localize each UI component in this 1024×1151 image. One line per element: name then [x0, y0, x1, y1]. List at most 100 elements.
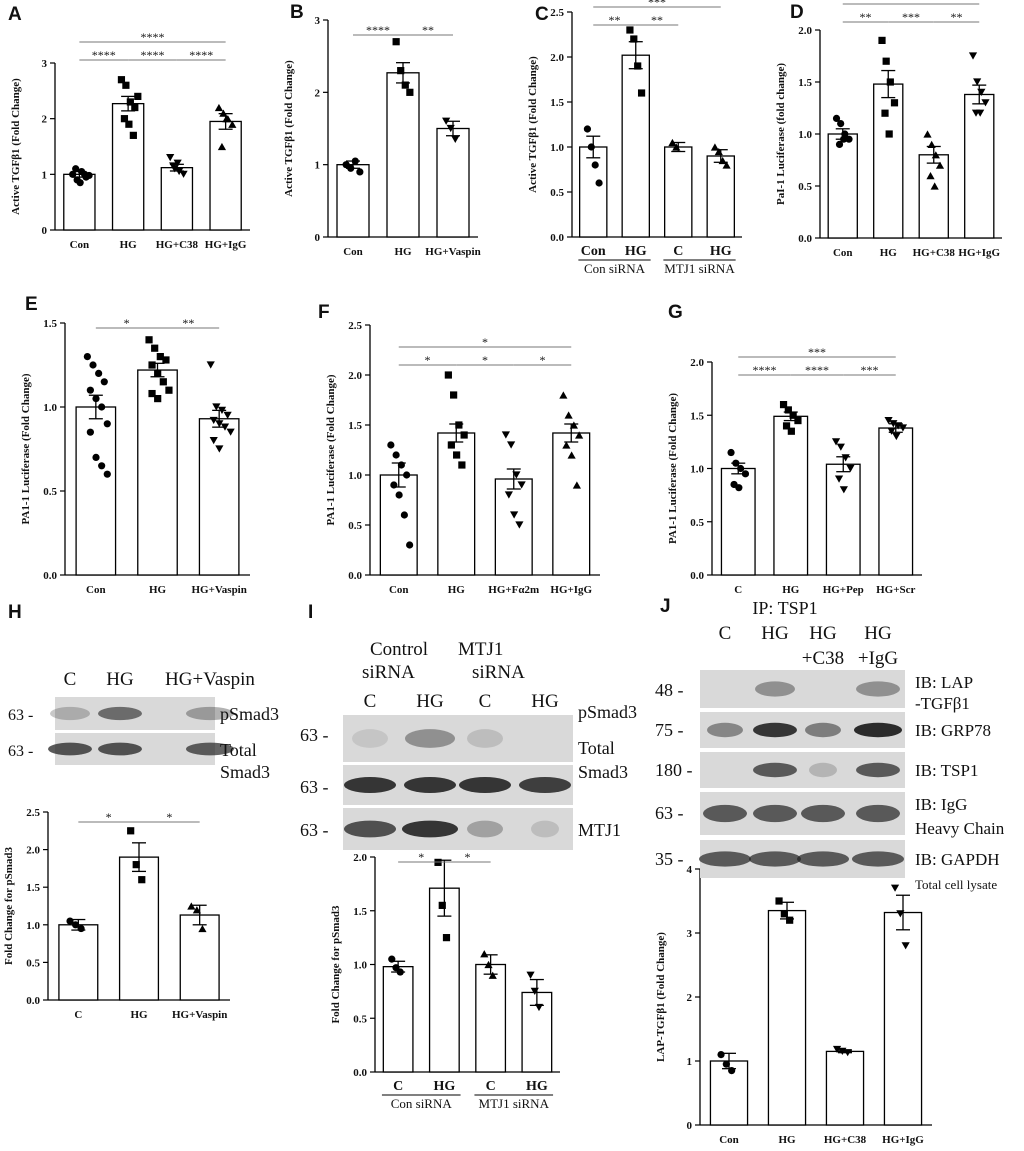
data-point [72, 165, 80, 173]
blot-band [48, 742, 92, 756]
data-point [845, 135, 853, 143]
y-tick-label: 2.0 [26, 845, 40, 857]
data-point [782, 422, 791, 430]
data-point [901, 942, 910, 950]
x-tick-label: C [486, 1079, 496, 1094]
data-point [898, 424, 908, 432]
data-point [727, 448, 735, 457]
y-tick-label: 2.5 [26, 807, 40, 819]
data-point [710, 143, 720, 151]
y-tick-label: 1.5 [550, 97, 564, 109]
data-point [595, 179, 603, 187]
data-point [890, 99, 899, 107]
data-point [83, 353, 91, 361]
y-tick-label: 1.0 [43, 402, 57, 414]
data-point [138, 876, 146, 884]
data-point [881, 109, 889, 117]
lane-label: C [479, 691, 492, 712]
data-point [976, 109, 985, 117]
x-tick-label: HG [880, 247, 898, 259]
x-tick-label: HG [526, 1079, 548, 1094]
y-tick-label: 2.0 [798, 25, 812, 37]
lane-label: HG [809, 623, 837, 644]
lane-label: HG [531, 691, 559, 712]
data-point [98, 462, 106, 470]
data-point [390, 481, 398, 489]
y-tick-label: 2.5 [348, 320, 362, 332]
y-tick-label: 0.0 [550, 232, 564, 244]
data-point [878, 36, 886, 44]
data-point [397, 461, 405, 469]
blot-band [753, 804, 797, 823]
significance-label: * [166, 810, 172, 824]
blot-band [467, 820, 503, 838]
significance-label: *** [808, 345, 826, 359]
bar [873, 83, 904, 239]
y-tick-label: 0.0 [43, 570, 57, 582]
panel: E 0.0 0.5 1.0 1.5 PA1-1 Luciferase (Fold Chan… [20, 294, 250, 596]
bar [825, 463, 861, 576]
data-point [930, 182, 939, 190]
x-tick-label: C [74, 1009, 82, 1021]
error-bar [192, 904, 207, 926]
data-point [125, 120, 133, 128]
lane-label: HG+Vaspin [165, 669, 255, 690]
blot-band [854, 722, 902, 738]
bar [75, 406, 117, 576]
x-tick-label: HG [130, 1009, 148, 1021]
data-point [846, 464, 855, 473]
data-point [575, 431, 584, 439]
y-axis-label: PA1-1 Luciferase (Fold Change) [667, 393, 679, 544]
lane-label: C [364, 691, 377, 712]
y-axis-label: Fold Change for pSmad3 [330, 905, 342, 1024]
y-tick-label: 1.0 [690, 464, 704, 476]
bar [379, 474, 418, 576]
data-point [717, 1051, 725, 1059]
y-axis-label: Active TGFβ1 (Fold Change) [527, 56, 539, 193]
group-label: MTJ1 siRNA [664, 261, 735, 276]
y-tick-label: 0.0 [798, 233, 812, 245]
blot-band [98, 706, 142, 721]
panel-letter: I [308, 602, 313, 623]
data-point [156, 353, 164, 361]
bar [579, 146, 608, 238]
blot-band [753, 722, 797, 738]
data-point [722, 1060, 730, 1068]
data-point [209, 416, 218, 425]
data-point [889, 420, 898, 428]
data-point [220, 423, 230, 431]
y-tick-label: 2.0 [348, 370, 362, 382]
error-bar [446, 120, 460, 137]
size-marker: 63 - [8, 743, 33, 760]
data-point [166, 154, 175, 162]
bar [58, 924, 99, 1001]
y-tick-label: 1 [42, 169, 48, 181]
significance-label: **** [141, 48, 165, 62]
data-point [840, 135, 848, 143]
data-point [896, 910, 905, 918]
y-tick-label: 0.5 [26, 957, 40, 969]
data-point [634, 62, 642, 70]
panel: D 0.0 0.5 1.0 1.5 2.0 PaI-1 Luciferase (fold c… [775, 0, 1002, 259]
x-tick-label: HG+IgG [882, 1134, 924, 1146]
blot-band [707, 722, 743, 738]
data-point [732, 459, 740, 467]
data-point [86, 386, 94, 394]
data-point [92, 395, 100, 403]
data-point [76, 179, 84, 187]
y-tick-label: 3 [315, 15, 321, 27]
data-point [504, 491, 513, 499]
bar [773, 415, 809, 576]
lane-label: C [719, 623, 732, 644]
lane-label: HG [106, 669, 134, 690]
bar [621, 54, 651, 238]
y-axis-label: PA1-1 Luciferase (Fold Change) [325, 374, 337, 525]
blot-strip [343, 715, 573, 762]
lane-label: +IgG [858, 648, 899, 669]
size-marker: 63 - [8, 707, 33, 724]
blot-label: IB: IgG [915, 795, 967, 814]
blot-band [186, 742, 234, 756]
y-tick-label: 1.0 [348, 470, 362, 482]
data-point [583, 125, 592, 133]
data-point [784, 406, 792, 414]
